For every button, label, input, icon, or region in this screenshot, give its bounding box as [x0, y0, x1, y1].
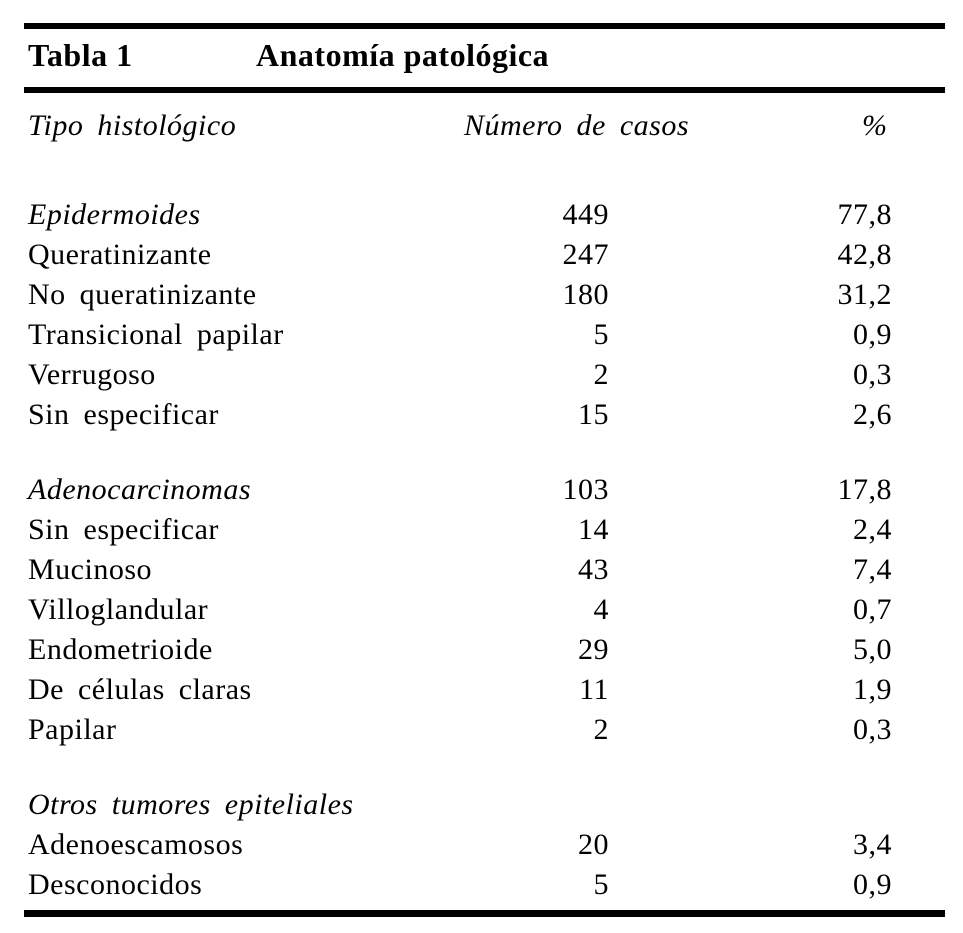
table-row: Endometrioide 29 5,0 — [24, 630, 945, 670]
table-header-row: Tipo histológico Número de casos % — [24, 106, 945, 146]
row-percent: 0,9 — [853, 318, 892, 351]
row-label: No queratinizante — [28, 278, 257, 311]
row-percent: 42,8 — [837, 238, 892, 271]
row-label: Sin especificar — [28, 513, 219, 546]
table-title: Anatomía patológica — [256, 37, 550, 73]
row-label: Adenoescamosos — [28, 828, 244, 861]
table-row: Villoglandular 4 0,7 — [24, 590, 945, 630]
table-row: Transicional papilar 5 0,9 — [24, 315, 945, 355]
row-cases: 11 — [579, 673, 609, 706]
row-label: Mucinoso — [28, 553, 152, 586]
row-label: Endometrioide — [28, 633, 213, 666]
row-percent: 2,6 — [853, 398, 892, 431]
table-row: Sin especificar 15 2,6 — [24, 395, 945, 435]
row-percent: 31,2 — [837, 278, 892, 311]
row-cases: 2 — [593, 358, 609, 391]
column-header-numero-de-casos: Número de casos — [464, 109, 690, 142]
row-percent: 0,3 — [853, 713, 892, 746]
table-row: Adenoescamosos 20 3,4 — [24, 825, 945, 865]
row-label: Transicional papilar — [28, 318, 284, 351]
row-label: Adenocarcinomas — [28, 473, 252, 506]
row-percent: 7,4 — [853, 553, 892, 586]
table-row: Otros tumores epiteliales — [24, 785, 945, 825]
row-label: Sin especificar — [28, 398, 219, 431]
column-header-tipo-histologico: Tipo histológico — [28, 109, 237, 142]
table-row: Epidermoides 449 77,8 — [24, 195, 945, 235]
row-cases: 5 — [593, 318, 609, 351]
row-label: De células claras — [28, 673, 252, 706]
row-cases: 14 — [578, 513, 609, 546]
row-cases: 180 — [562, 278, 609, 311]
row-cases: 247 — [562, 238, 609, 271]
row-percent: 3,4 — [853, 828, 892, 861]
row-cases: 4 — [593, 593, 609, 626]
row-percent: 0,7 — [853, 593, 892, 626]
row-percent: 5,0 — [853, 633, 892, 666]
row-percent: 0,9 — [853, 868, 892, 901]
table-row: Sin especificar 14 2,4 — [24, 510, 945, 550]
row-cases: 29 — [578, 633, 609, 666]
table-row: Papilar 2 0,3 — [24, 710, 945, 750]
table-rule-top — [24, 23, 945, 29]
row-label: Epidermoides — [28, 198, 201, 231]
table-row: Mucinoso 43 7,4 — [24, 550, 945, 590]
row-label: Otros tumores epiteliales — [28, 788, 354, 821]
row-cases: 15 — [578, 398, 609, 431]
row-cases: 2 — [593, 713, 609, 746]
column-header-percent: % — [862, 109, 888, 142]
row-cases: 103 — [562, 473, 609, 506]
row-cases: 20 — [578, 828, 609, 861]
table-title-row: Tabla 1 Anatomía patológica — [24, 35, 945, 75]
row-label: Queratinizante — [28, 238, 212, 271]
row-label: Papilar — [28, 713, 117, 746]
row-label: Verrugoso — [28, 358, 156, 391]
row-cases: 449 — [562, 198, 609, 231]
row-cases: 5 — [593, 868, 609, 901]
table-row: No queratinizante 180 31,2 — [24, 275, 945, 315]
table-row: Adenocarcinomas 103 17,8 — [24, 470, 945, 510]
row-cases: 43 — [578, 553, 609, 586]
table-row: Verrugoso 2 0,3 — [24, 355, 945, 395]
table-row: Queratinizante 247 42,8 — [24, 235, 945, 275]
table-row: Desconocidos 5 0,9 — [24, 865, 945, 905]
row-percent: 2,4 — [853, 513, 892, 546]
row-percent: 1,9 — [853, 673, 892, 706]
table-number-label: Tabla 1 — [28, 37, 133, 73]
row-label: Villoglandular — [28, 593, 209, 626]
table-row: De células claras 11 1,9 — [24, 670, 945, 710]
row-percent: 0,3 — [853, 358, 892, 391]
table-rule-header — [24, 87, 945, 93]
row-label: Desconocidos — [28, 868, 203, 901]
row-percent: 17,8 — [837, 473, 892, 506]
table-rule-bottom — [24, 910, 945, 917]
row-percent: 77,8 — [837, 198, 892, 231]
table-body: Epidermoides 449 77,8 Queratinizante 247… — [24, 195, 945, 905]
